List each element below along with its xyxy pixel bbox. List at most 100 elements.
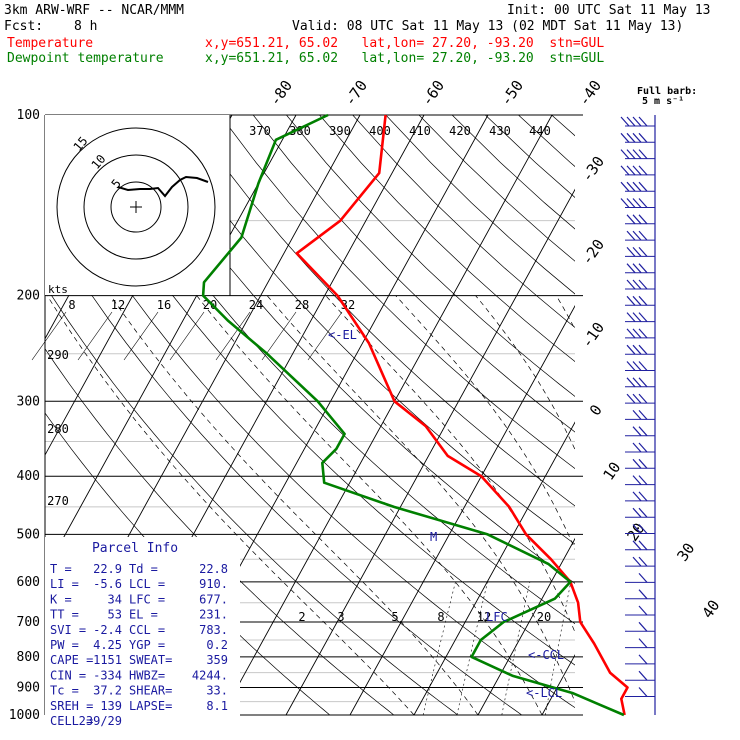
wind-barb (620, 198, 630, 208)
parcel-info-key: LFC = (129, 592, 165, 606)
wind-barb (638, 687, 648, 697)
mixing-ratio-label: 20 (537, 610, 551, 624)
hodograph-speed-tick (31, 311, 67, 361)
valid-time: Valid: 08 UTC Sat 11 May 13 (02 MDT Sat … (292, 19, 684, 34)
theta-label: 290 (47, 348, 69, 362)
dry-adiabat (485, 115, 575, 198)
parcel-info-value: 783. (199, 623, 228, 637)
isotherm-label: -10 (578, 319, 608, 352)
wind-barb (638, 230, 648, 241)
parcel-info-value: 33. (206, 684, 228, 698)
parcel-info-value: 22.8 (199, 562, 228, 576)
moist-adiabat (475, 295, 575, 451)
wind-barb (632, 198, 642, 208)
isotherm-label: 40 (698, 597, 723, 622)
theta-e-label: 440 (529, 124, 551, 138)
wind-barb (638, 165, 648, 176)
parcel-info-key: LAPSE= (129, 699, 172, 713)
hodograph-speed-tick (123, 311, 159, 361)
wind-barb (632, 344, 642, 355)
wind-barb (638, 556, 648, 567)
wind-barb (638, 426, 648, 437)
wind-barb (626, 279, 636, 290)
wind-barb (632, 458, 642, 469)
pressure-tick-label: 400 (17, 469, 40, 484)
hodograph-ring (110, 181, 162, 233)
wind-barb (620, 165, 630, 176)
wind-barb (632, 393, 642, 404)
wind-barb (626, 247, 636, 257)
wind-barb (638, 410, 648, 420)
theta-label: 270 (47, 494, 69, 508)
dry-adiabat (319, 115, 575, 363)
wind-barb (638, 181, 648, 192)
wind-barb (632, 230, 642, 241)
moist-adiabat (196, 295, 543, 715)
isotherm-label: -50 (497, 77, 527, 110)
mixing-ratio-label: 3 (337, 610, 344, 624)
wind-barb (638, 670, 648, 681)
wind-barb (626, 132, 636, 143)
wind-barb (626, 116, 636, 127)
isotherm-label: -80 (266, 77, 296, 110)
annotation-m: M (430, 530, 437, 544)
wind-barb (638, 458, 648, 469)
isotherm-line (734, 115, 740, 715)
parcel-info-key: SVI = (50, 623, 86, 637)
pressure-tick-label: 200 (17, 289, 40, 304)
wind-barb (626, 149, 636, 159)
wind-barb (632, 328, 642, 339)
wind-barb (620, 149, 630, 159)
wind-barb (638, 214, 648, 225)
wind-barb (632, 247, 642, 257)
hodograph-speed-label: 32 (341, 298, 355, 312)
pressure-tick-label: 500 (17, 527, 40, 542)
dry-adiabat (219, 115, 575, 469)
dry-adiabat (45, 284, 459, 715)
isotherm-label: 0 (586, 401, 606, 419)
wind-barb (638, 491, 648, 502)
wind-barb (638, 638, 648, 648)
dry-adiabat (286, 115, 575, 397)
hodograph-units: kts (48, 283, 68, 296)
wind-barb (632, 149, 642, 159)
parcel-info-title: Parcel Info (92, 541, 178, 556)
wind-barb (638, 573, 648, 583)
parcel-info-key: TT = (50, 608, 79, 622)
wind-barb (632, 540, 642, 551)
parcel-info-key: SHEAR= (129, 684, 172, 698)
parcel-info-value: 53 (108, 608, 122, 622)
dry-adiabat (45, 221, 523, 715)
wind-barb (638, 263, 648, 274)
parcel-info-key: CELL = (50, 714, 93, 728)
theta-e-label: 430 (489, 124, 511, 138)
dry-adiabat (252, 115, 575, 433)
wind-barb (626, 198, 636, 208)
wind-barb (638, 524, 648, 534)
hodograph-speed-label: 8 (68, 298, 75, 312)
dry-adiabat (518, 115, 575, 167)
parcel-info-value: -2.4 (93, 623, 122, 637)
parcel-info-value: 910. (199, 577, 228, 591)
isotherm-line (285, 188, 575, 715)
wind-barb (632, 295, 642, 306)
pressure-tick-label: 1000 (9, 708, 40, 723)
hodograph-speed-tick (215, 311, 251, 361)
moist-adiabat (395, 295, 575, 551)
wind-barb (632, 214, 642, 225)
parcel-info-key: Td = (129, 562, 158, 576)
isotherm-line (477, 537, 575, 715)
isotherm-label: 20 (623, 520, 648, 545)
forecast-label: Fcst: (4, 19, 44, 34)
isotherm-label: -30 (578, 153, 608, 186)
parcel-info-value: 677. (199, 592, 228, 606)
pressure-tick-label: 900 (17, 681, 40, 696)
isotherm-label: 10 (599, 459, 624, 484)
theta-e-label: 400 (369, 124, 391, 138)
temperature-legend-info: x,y=651.21, 65.02 lat,lon= 27.20, -93.20… (205, 36, 605, 51)
wind-barb (638, 149, 648, 159)
pressure-tick-label: 600 (17, 575, 40, 590)
hodograph-speed-tick (261, 311, 297, 361)
